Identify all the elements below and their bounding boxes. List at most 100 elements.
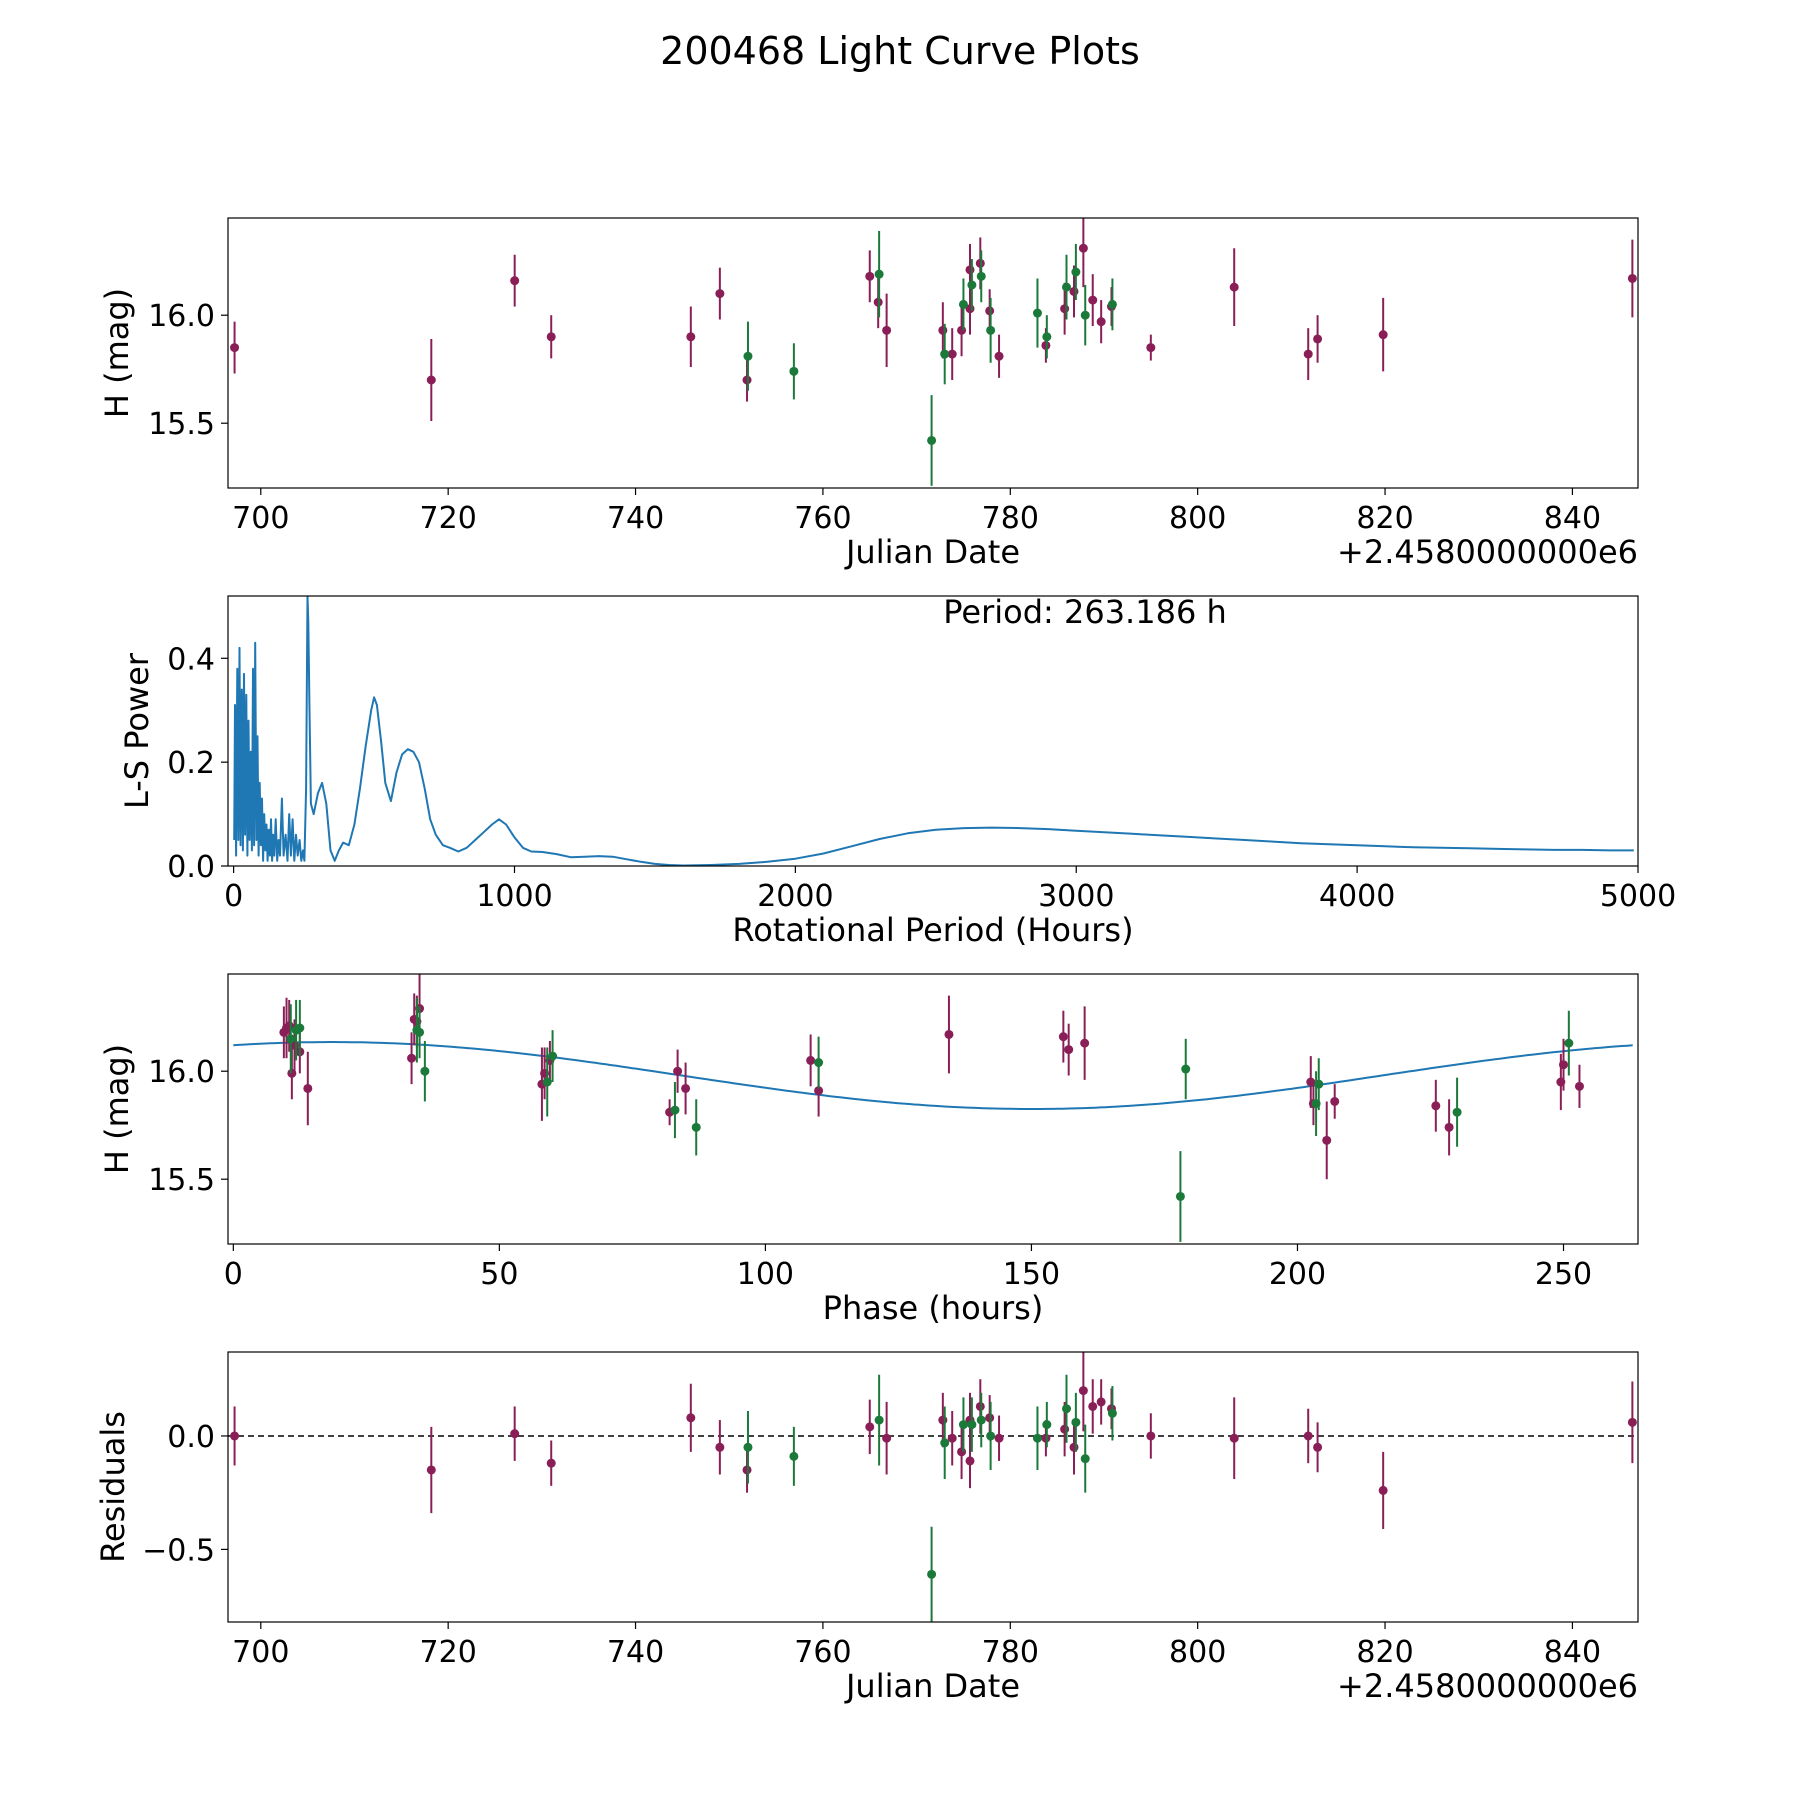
phased-point-g bbox=[286, 1034, 296, 1044]
residuals-ytick-label: 0.0 bbox=[167, 1420, 215, 1455]
lightcurve-point-g bbox=[967, 280, 977, 290]
phased-marks bbox=[233, 974, 1633, 1242]
residuals-point-g bbox=[1042, 1420, 1052, 1430]
residuals-point-c bbox=[426, 1465, 436, 1475]
residuals-point-c bbox=[686, 1413, 696, 1423]
phased-point-g bbox=[670, 1105, 680, 1115]
phased-point-c bbox=[1574, 1081, 1584, 1091]
periodogram-xtick-label: 2000 bbox=[757, 879, 833, 914]
residuals-point-c bbox=[938, 1415, 948, 1425]
residuals-point-g bbox=[743, 1442, 753, 1452]
residuals-point-g bbox=[874, 1415, 884, 1425]
periodogram-xtick-label: 4000 bbox=[1319, 879, 1395, 914]
phased-point-c bbox=[303, 1083, 313, 1093]
phased-point-g bbox=[415, 1027, 425, 1037]
lightcurve-point-g bbox=[927, 435, 937, 445]
periodogram-ytick-label: 0.4 bbox=[167, 642, 215, 677]
lightcurve-offset-label: +2.4580000000e6 bbox=[1337, 533, 1638, 571]
lightcurve-point-c bbox=[1378, 330, 1388, 340]
phased-point-g bbox=[420, 1066, 430, 1076]
phased-point-c bbox=[1080, 1038, 1090, 1048]
residuals-ytick-label: −0.5 bbox=[142, 1533, 215, 1568]
lightcurve-point-c bbox=[882, 325, 892, 335]
lightcurve-point-c bbox=[230, 343, 240, 353]
lightcurve-point-c bbox=[1303, 349, 1313, 359]
lightcurve-point-c bbox=[546, 332, 556, 342]
phased-point-g bbox=[1181, 1064, 1191, 1074]
residuals-point-c bbox=[1096, 1397, 1106, 1407]
residuals-xtick-label: 720 bbox=[420, 1635, 477, 1670]
lightcurve-point-c bbox=[1627, 273, 1637, 283]
lightcurve-xtick-label: 720 bbox=[420, 501, 477, 536]
periodogram-ticks: 0 1000 2000 3000 4000 5000 0.0 0.2 0.4 bbox=[167, 642, 1676, 914]
residuals-point-c bbox=[1378, 1485, 1388, 1495]
phased-xtick-label: 100 bbox=[737, 1257, 794, 1292]
periodogram-panel: 0 1000 2000 3000 4000 5000 0.0 0.2 0.4 Period: 2… bbox=[118, 593, 1676, 949]
phased-plot-area bbox=[233, 974, 1633, 1242]
residuals-point-c bbox=[865, 1422, 875, 1432]
lightcurve-point-g bbox=[1062, 282, 1072, 292]
phased-point-g bbox=[548, 1051, 558, 1061]
phased-point-c bbox=[1330, 1096, 1340, 1106]
phased-point-g bbox=[542, 1077, 552, 1087]
lightcurve-point-c bbox=[1229, 282, 1239, 292]
lightcurve-point-g bbox=[789, 366, 799, 376]
lightcurve-point-g bbox=[1071, 267, 1081, 277]
lightcurve-plot-area bbox=[230, 218, 1637, 486]
residuals-offset-label: +2.4580000000e6 bbox=[1337, 1667, 1638, 1705]
lightcurve-xtick-label: 700 bbox=[232, 501, 289, 536]
periodogram-marks bbox=[233, 596, 1634, 866]
residuals-xtick-label: 700 bbox=[232, 1635, 289, 1670]
lightcurve-point-g bbox=[743, 351, 753, 361]
lightcurve-point-g bbox=[986, 325, 996, 335]
residuals-xtick-label: 820 bbox=[1356, 1635, 1413, 1670]
periodogram-xtick-label: 5000 bbox=[1600, 879, 1676, 914]
phased-panel: 0 50 100 150 200 250 15.5 16.0 Phase (hours) H … bbox=[98, 973, 1639, 1327]
figure-title: 200468 Light Curve Plots bbox=[660, 29, 1140, 73]
phased-point-g bbox=[1564, 1038, 1574, 1048]
lightcurve-point-c bbox=[957, 325, 967, 335]
lightcurve-point-c bbox=[1078, 243, 1088, 253]
residuals-plot-area bbox=[228, 1352, 1638, 1622]
lightcurve-xtick-label: 740 bbox=[607, 501, 664, 536]
lightcurve-axes-frame bbox=[227, 217, 1639, 489]
lightcurve-point-c bbox=[510, 276, 520, 286]
phased-ticks: 0 50 100 150 200 250 15.5 16.0 bbox=[148, 1055, 1592, 1292]
lightcurve-xtick-label: 780 bbox=[982, 501, 1039, 536]
phased-point-g bbox=[1314, 1079, 1324, 1089]
residuals-point-c bbox=[1627, 1417, 1637, 1427]
lightcurve-point-g bbox=[976, 271, 986, 281]
residuals-point-c bbox=[1146, 1431, 1156, 1441]
residuals-point-c bbox=[546, 1458, 556, 1468]
residuals-point-c bbox=[230, 1431, 240, 1441]
residuals-point-g bbox=[1107, 1408, 1117, 1418]
periodogram-ytick-label: 0.2 bbox=[167, 746, 215, 781]
residuals-xtick-label: 780 bbox=[982, 1635, 1039, 1670]
lightcurve-point-g bbox=[1080, 310, 1090, 320]
lightcurve-point-c bbox=[865, 271, 875, 281]
phased-point-c bbox=[814, 1086, 824, 1096]
lightcurve-point-c bbox=[938, 325, 948, 335]
phased-point-c bbox=[1559, 1060, 1569, 1070]
residuals-point-c bbox=[947, 1433, 957, 1443]
phased-point-c bbox=[681, 1083, 691, 1093]
lightcurve-point-c bbox=[1313, 334, 1323, 344]
phased-xlabel: Phase (hours) bbox=[823, 1289, 1044, 1327]
residuals-point-c bbox=[1078, 1386, 1088, 1396]
lightcurve-point-c bbox=[1096, 317, 1106, 327]
phased-point-g bbox=[691, 1122, 701, 1132]
lightcurve-point-c bbox=[1088, 295, 1098, 305]
residuals-point-g bbox=[927, 1569, 937, 1579]
lightcurve-xtick-label: 760 bbox=[794, 501, 851, 536]
lightcurve-point-g bbox=[1107, 299, 1117, 309]
lightcurve-marks bbox=[230, 218, 1637, 486]
phased-point-c bbox=[944, 1029, 954, 1039]
periodogram-xtick-label: 0 bbox=[224, 879, 243, 914]
phased-point-c bbox=[407, 1053, 417, 1063]
phased-xtick-label: 150 bbox=[1003, 1257, 1060, 1292]
lightcurve-point-c bbox=[1146, 343, 1156, 353]
lightcurve-point-c bbox=[965, 265, 975, 275]
residuals-point-c bbox=[965, 1456, 975, 1466]
